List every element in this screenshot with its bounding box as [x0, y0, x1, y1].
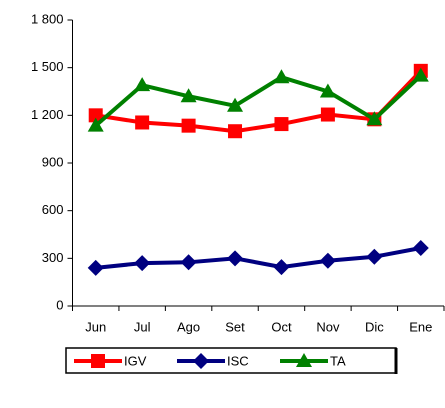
- marker: [180, 88, 197, 103]
- marker: [135, 115, 150, 130]
- marker: [91, 354, 105, 368]
- marker: [412, 240, 429, 257]
- marker: [320, 107, 335, 122]
- marker: [134, 255, 151, 272]
- y-tick-label: 1 500: [31, 59, 64, 74]
- marker: [274, 117, 289, 132]
- x-tick-label: Ene: [409, 319, 432, 334]
- marker: [180, 254, 197, 271]
- x-tick-label: Jun: [85, 319, 106, 334]
- y-tick-label: 0: [56, 297, 63, 312]
- marker: [193, 353, 209, 369]
- marker: [273, 69, 290, 84]
- y-tick-label: 900: [42, 154, 64, 169]
- marker: [273, 259, 290, 276]
- series-line: [95, 69, 423, 134]
- legend: IGV ISC TA: [65, 347, 398, 374]
- x-tick-label: Set: [225, 319, 245, 334]
- x-tick-label: Ago: [177, 319, 200, 334]
- marker: [134, 77, 151, 92]
- marker: [88, 108, 103, 123]
- marker: [228, 124, 243, 139]
- x-tick-label: Oct: [271, 319, 292, 334]
- series-line: [94, 74, 423, 128]
- marker: [319, 252, 336, 269]
- legend-label: ISC: [227, 353, 249, 368]
- legend-label: TA: [330, 353, 346, 368]
- y-tick-label: 300: [42, 250, 64, 265]
- x-tick-label: Jul: [134, 319, 151, 334]
- x-tick-label: Nov: [316, 319, 340, 334]
- x-tick-label: Dic: [365, 319, 384, 334]
- marker: [227, 250, 244, 267]
- marker: [319, 83, 336, 98]
- marker: [87, 117, 104, 132]
- marker: [181, 118, 196, 133]
- marker: [87, 259, 104, 276]
- marker: [366, 248, 383, 265]
- marker: [296, 353, 312, 367]
- marker: [366, 111, 383, 126]
- marker: [227, 97, 244, 112]
- legend-label: IGV: [124, 353, 147, 368]
- marker: [412, 67, 429, 82]
- y-tick-label: 1 200: [31, 107, 64, 122]
- y-tick-label: 1 800: [31, 11, 64, 26]
- y-tick-label: 600: [42, 202, 64, 217]
